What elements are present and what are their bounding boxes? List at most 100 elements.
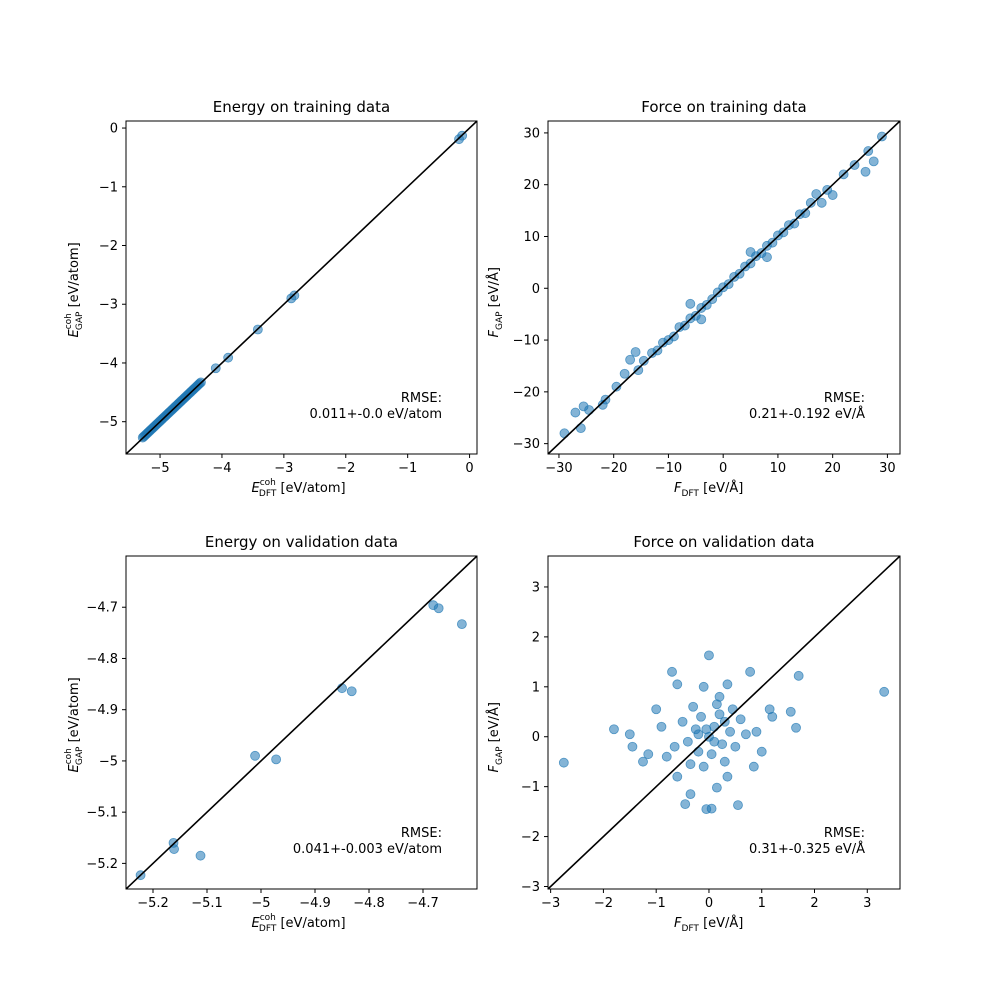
subplot-4: −3 −2 −1 0 1 2 3 −3 −2 −1 0 1 2 3 Force on validation …: [486, 533, 901, 934]
data-point: [456, 619, 467, 630]
x-axis-label: Ecoh DFT [eV/atom]: [252, 913, 346, 934]
y-tick-label: −1: [99, 180, 118, 195]
data-point: [638, 355, 649, 366]
x-tick-label: 0: [705, 896, 713, 911]
data-point: [748, 761, 759, 772]
data-point: [685, 759, 696, 770]
data-point: [789, 218, 800, 229]
y-tick-label: −20: [513, 385, 540, 400]
x-tick-label: 20: [824, 461, 841, 476]
data-point: [667, 666, 677, 677]
x-tick-label: −3: [541, 896, 560, 911]
data-point: [756, 746, 767, 757]
data-point: [722, 679, 733, 690]
y-tick-label: −2: [521, 830, 540, 845]
data-point: [693, 746, 704, 757]
subplot-3: −5.2 −5.1 −5 −4.9 −4.8 −4.7 −5.2 −5.1 −5 −4.9 −4.8…: [64, 533, 478, 934]
data-point: [685, 298, 696, 309]
x-tick-label: −2: [594, 896, 613, 911]
y-axis-label: EcohGAP [eV/atom]: [64, 242, 85, 337]
data-point: [669, 741, 680, 752]
x-tick-label: −4.9: [299, 896, 331, 911]
x-tick-label: 0: [465, 461, 473, 476]
data-point: [733, 800, 743, 811]
x-axis-label: Ecoh DFT [eV/atom]: [252, 478, 346, 499]
x-tick-label: 10: [770, 461, 787, 476]
data-point: [250, 750, 260, 761]
y-tick-label: 0: [532, 730, 540, 745]
data-point: [688, 701, 699, 712]
y-tick-label: −3: [99, 298, 118, 313]
data-point: [709, 736, 720, 747]
y-axis-label: FGAP [eV/Å]: [486, 267, 505, 338]
data-point: [643, 749, 654, 760]
data-point: [816, 197, 827, 208]
data-point: [714, 709, 725, 720]
x-tick-label: −5.2: [137, 896, 169, 911]
identity-line: [126, 121, 477, 454]
x-tick-label: −20: [600, 461, 627, 476]
data-point: [711, 699, 722, 710]
chart-title: Force on training data: [641, 98, 806, 116]
data-point: [570, 407, 581, 418]
y-tick-label: −3: [521, 880, 540, 895]
data-point: [677, 716, 688, 727]
x-tick-label: −2: [336, 461, 355, 476]
data-point: [706, 803, 717, 814]
data-point: [767, 711, 778, 722]
data-point: [630, 347, 641, 357]
data-point: [727, 704, 738, 715]
x-tick-label: 2: [810, 896, 818, 911]
y-tick-label: −4: [99, 356, 118, 371]
data-point: [685, 789, 696, 800]
chart-title: Energy on training data: [213, 98, 390, 116]
y-tick-label: −4.9: [86, 703, 118, 718]
y-axis-label: FGAP [eV/Å]: [486, 702, 505, 773]
identity-line: [548, 556, 900, 889]
identity-line: [548, 121, 900, 454]
x-tick-label: 0: [719, 461, 727, 476]
y-tick-label: 0: [532, 282, 540, 297]
x-tick-label: −1: [398, 461, 417, 476]
y-tick-label: −2: [99, 239, 118, 254]
x-tick-label: −4.7: [407, 896, 439, 911]
rmse-value: 0.31+-0.325 eV/Å: [749, 841, 865, 857]
data-point: [609, 724, 619, 735]
data-point: [433, 603, 444, 614]
rmse-value: 0.011+-0.0 eV/atom: [309, 407, 442, 422]
x-tick-label: −5: [150, 461, 169, 476]
x-tick-label: −10: [655, 461, 682, 476]
rmse-label: RMSE:: [824, 826, 865, 841]
y-tick-label: 3: [532, 580, 540, 595]
chart-title: Energy on validation data: [205, 533, 398, 551]
data-point: [698, 761, 709, 772]
data-point: [719, 756, 730, 767]
x-tick-label: −4: [212, 461, 231, 476]
chart-title: Force on validation data: [633, 533, 814, 551]
data-point: [877, 131, 887, 142]
x-tick-label: −5.1: [191, 896, 223, 911]
y-tick-label: 30: [523, 126, 540, 141]
y-tick-label: 0: [110, 122, 118, 137]
data-point: [698, 681, 709, 692]
data-point: [791, 722, 801, 733]
data-point: [701, 724, 712, 735]
rmse-value: 0.041+-0.003 eV/atom: [293, 842, 442, 857]
y-axis-label: EcohGAP [eV/atom]: [64, 677, 85, 772]
data-point: [625, 354, 636, 365]
data-point: [682, 736, 693, 747]
x-tick-label: 1: [758, 896, 766, 911]
x-axis-label: FDFT [eV/Å]: [674, 480, 743, 499]
identity-line: [126, 556, 477, 889]
data-point: [672, 771, 683, 782]
data-point: [638, 756, 648, 767]
data-point: [558, 757, 569, 768]
data-point: [793, 670, 804, 681]
data-point: [633, 365, 644, 376]
data-point: [725, 726, 735, 737]
data-point: [346, 686, 357, 697]
y-tick-label: −30: [513, 437, 540, 452]
data-point: [619, 368, 630, 379]
x-tick-label: −3: [274, 461, 293, 476]
subplot-2: −30 −20 −10 0 10 20 30 −30 −20 −10 0 10 20 30 Force on…: [486, 98, 901, 499]
